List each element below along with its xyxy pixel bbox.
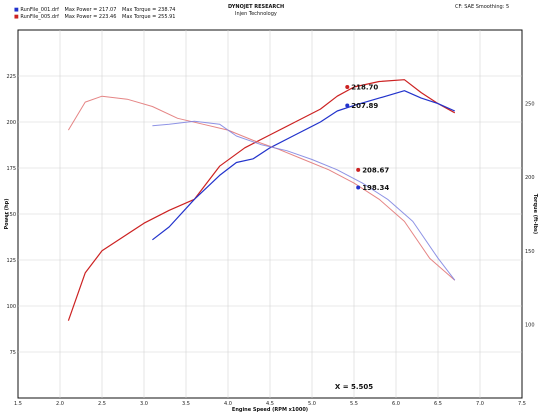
x-tick-label: 3.0: [140, 401, 148, 407]
chart-subtitle: Injen Technology: [235, 11, 277, 17]
run-file-1: RunFile_001.drf: [20, 7, 59, 13]
marker-point: [345, 103, 350, 108]
x-tick-label: 4.5: [266, 401, 274, 407]
chart-title: DYNOJET RESEARCH: [228, 4, 285, 10]
y-left-axis-title: Power (hp): [4, 198, 10, 229]
x-tick-label: 3.5: [182, 401, 190, 407]
torque-line-runfile005drf: [67, 95, 456, 281]
marker-value-label: 218.70: [351, 84, 378, 92]
run-marker-2: ■: [14, 14, 19, 20]
x-tick-label: 4.0: [224, 401, 232, 407]
y-right-tick-label: 100: [525, 322, 535, 328]
run-marker-1: ■: [14, 7, 19, 13]
y-left-tick-label: 200: [6, 120, 16, 126]
x-axis-title: Engine Speed (RPM x1000): [232, 407, 308, 413]
x-tick-label: 5.0: [308, 401, 316, 407]
y-right-tick-label: 200: [525, 175, 535, 181]
run-max-power-1: Max Power = 217.07: [64, 7, 117, 13]
y-right-tick-label: 250: [525, 102, 535, 108]
marker-value-label: 207.89: [351, 102, 378, 110]
cursor-x-readout: X = 5.505: [335, 383, 373, 391]
y-left-tick-label: 75: [10, 350, 16, 356]
x-tick-label: 1.5: [14, 401, 22, 407]
run-legend-row-2: ■ RunFile_005.drf Max Power = 223.46 Max…: [14, 14, 175, 20]
run-max-torque-2: Max Torque = 255.91: [122, 14, 176, 20]
run-legend-row-1: ■ RunFile_001.drf Max Power = 217.07 Max…: [14, 7, 175, 13]
y-left-tick-label: 225: [6, 74, 16, 80]
x-tick-label: 6.0: [392, 401, 400, 407]
y-left-tick-label: 100: [6, 304, 16, 310]
run-max-torque-1: Max Torque = 238.74: [122, 7, 176, 13]
marker-value-label: 198.34: [362, 184, 389, 192]
x-tick-label: 7.5: [518, 401, 526, 407]
x-tick-label: 2.5: [98, 401, 106, 407]
y-right-axis-title: Torque (ft-lbs): [532, 194, 538, 234]
run-file-2: RunFile_005.drf: [20, 14, 59, 20]
marker-point: [356, 167, 361, 172]
power-line-runfile005drf: [67, 79, 456, 321]
marker-point: [356, 185, 361, 190]
run-max-power-2: Max Power = 223.46: [64, 14, 117, 20]
x-tick-label: 2.0: [56, 401, 64, 407]
marker-value-label: 208.67: [362, 166, 389, 174]
y-right-tick-label: 150: [525, 249, 535, 255]
power-line-runfile001drf: [152, 90, 456, 241]
correction-label: CF: SAE Smoothing: 5: [455, 4, 510, 10]
torque-line-runfile001drf: [152, 120, 456, 281]
marker-point: [345, 85, 350, 90]
y-left-tick-label: 150: [6, 212, 16, 218]
x-tick-label: 7.0: [476, 401, 484, 407]
x-tick-label: 5.5: [350, 401, 358, 407]
y-left-tick-label: 175: [6, 166, 16, 172]
x-tick-label: 6.5: [434, 401, 442, 407]
y-left-tick-label: 125: [6, 258, 16, 264]
